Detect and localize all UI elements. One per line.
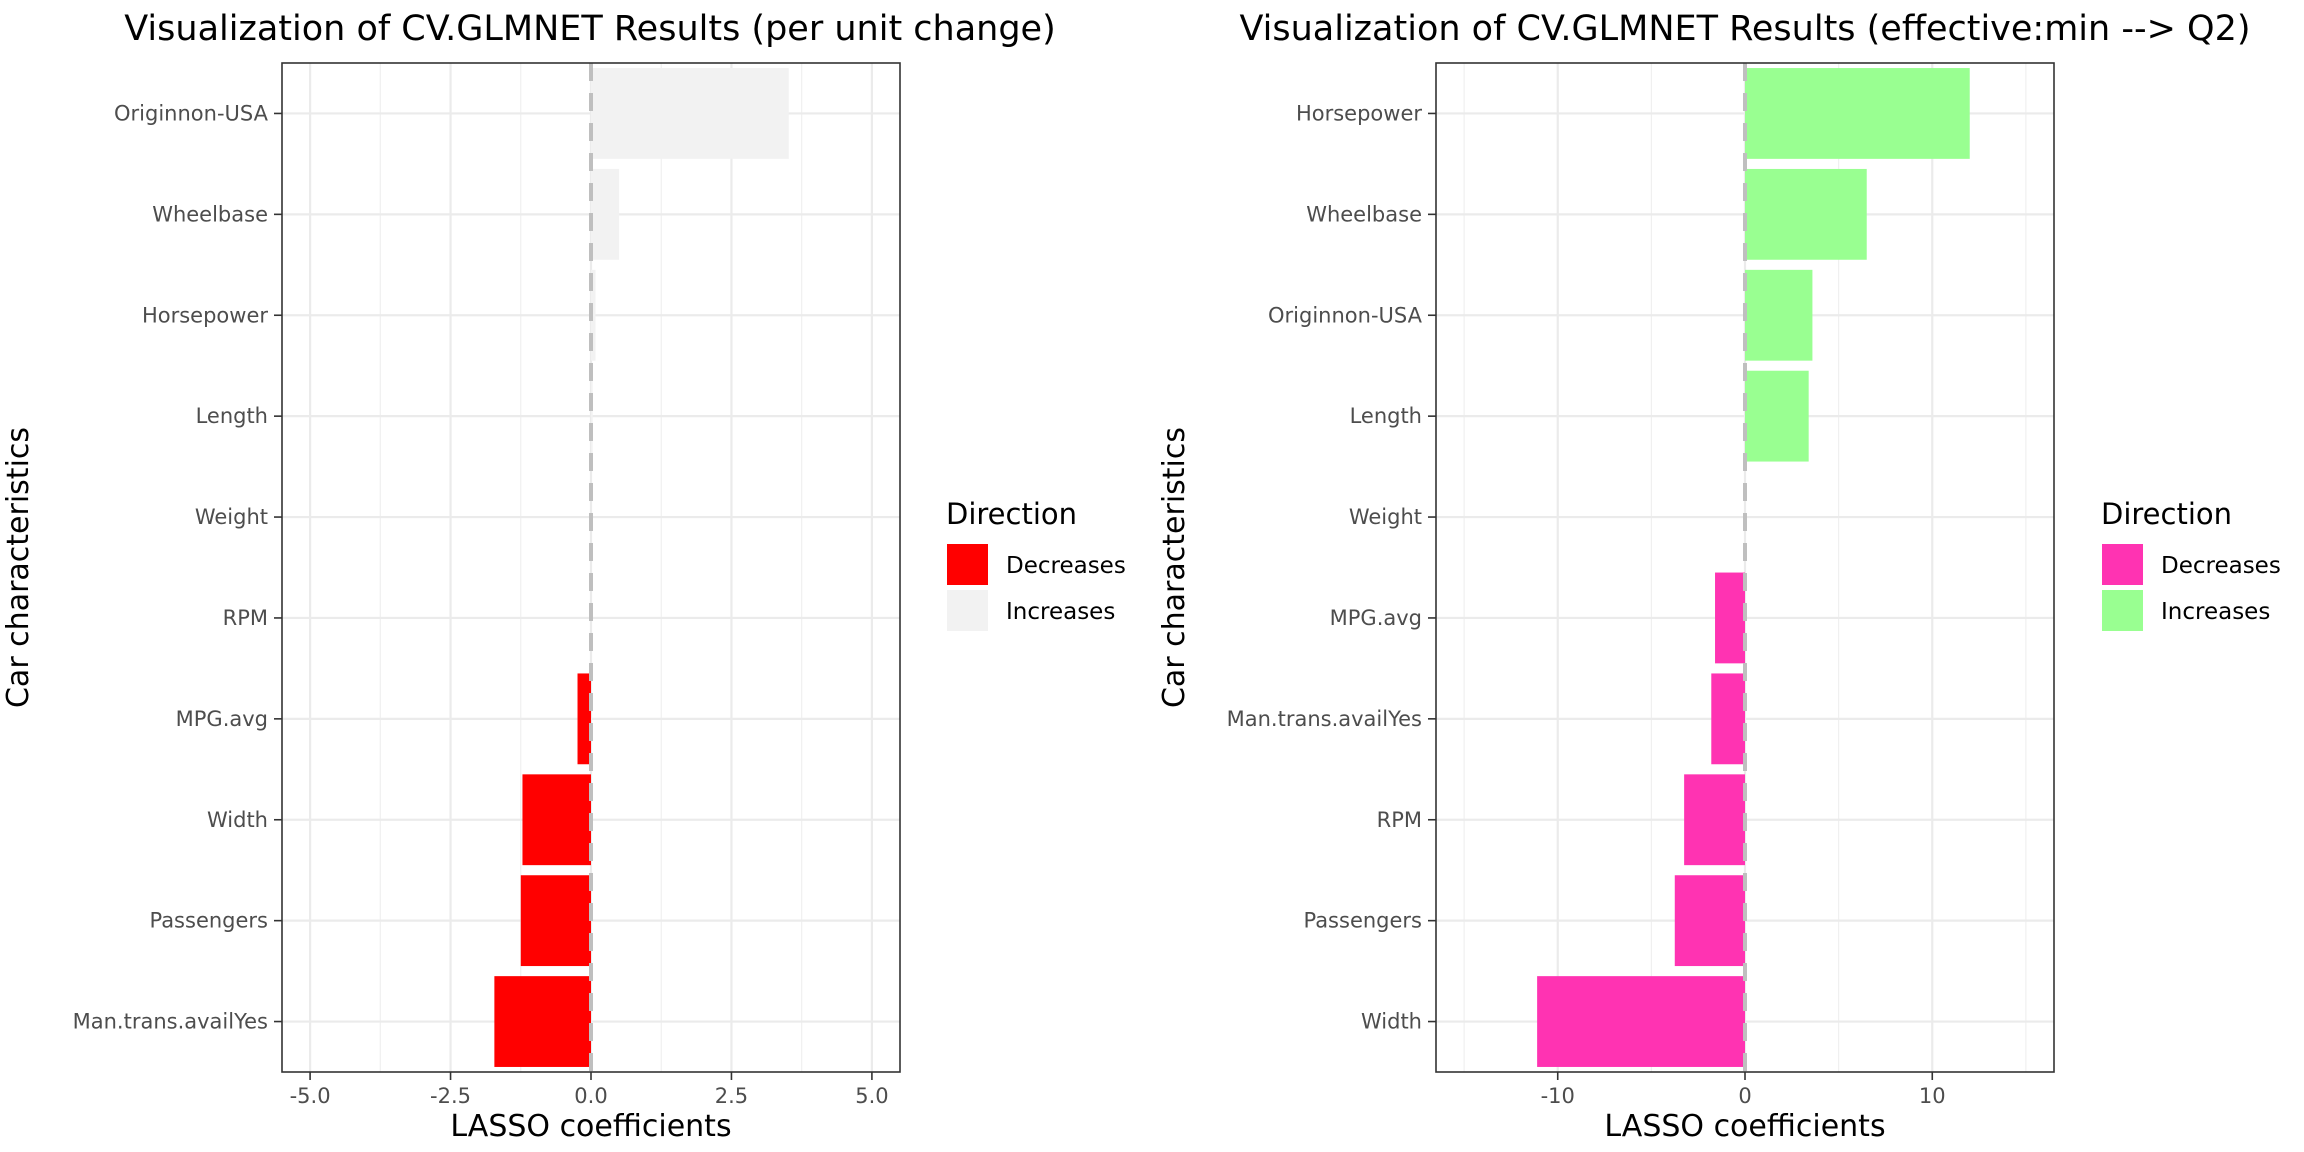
x-tick-label: 10 <box>1919 1084 1946 1108</box>
legend: Direction Decreases Increases <box>946 497 1126 631</box>
y-tick-label: Horsepower <box>1296 101 1422 125</box>
bar-Horsepower <box>1745 68 1970 159</box>
y-tick-label: MPG.avg <box>1330 606 1422 630</box>
y-tick-label: Length <box>1350 404 1422 428</box>
legend-label-increases: Increases <box>2161 599 2270 625</box>
x-tick-label: 0.0 <box>574 1084 607 1108</box>
bar-Passengers <box>520 875 591 967</box>
y-tick-label: Horsepower <box>142 303 268 327</box>
x-tick-label: -5.0 <box>290 1084 331 1108</box>
y-tick-label: Man.trans.availYes <box>1227 707 1422 731</box>
legend-key-decreases <box>947 544 988 585</box>
legend-key-increases <box>2102 590 2143 631</box>
bar-Originnon-USA <box>1745 269 1813 361</box>
chart-title: Visualization of CV.GLMNET Results (effe… <box>1239 9 2250 49</box>
y-tick-label: Man.trans.availYes <box>73 1010 268 1034</box>
x-tick-label: 2.5 <box>715 1084 748 1108</box>
legend-key-increases <box>947 590 988 631</box>
bar-Length <box>1745 370 1809 462</box>
chart-title: Visualization of CV.GLMNET Results (per … <box>124 9 1056 49</box>
bar-Wheelbase <box>591 168 620 260</box>
y-tick-label: Width <box>207 808 268 832</box>
y-tick-label: Length <box>196 404 268 428</box>
y-tick-label: Passengers <box>149 909 268 933</box>
bar-Originnon-USA <box>591 68 789 159</box>
bar-Width <box>522 774 591 866</box>
bar-Horsepower <box>591 269 596 361</box>
legend-label-decreases: Decreases <box>2161 553 2281 579</box>
bar-Length <box>591 370 593 462</box>
bar-Man.trans.availYes <box>494 976 591 1067</box>
y-tick-label: Wheelbase <box>152 202 268 226</box>
bar-MPG.avg <box>577 673 591 765</box>
y-tick-label: Originnon-USA <box>114 101 269 125</box>
y-axis-label: Car characteristics <box>1157 427 1192 708</box>
y-tick-label: Passengers <box>1303 909 1422 933</box>
x-axis-label: LASSO coefficients <box>1604 1109 1885 1144</box>
bar-Wheelbase <box>1745 168 1867 260</box>
legend-title: Direction <box>2101 497 2232 531</box>
legend-key-decreases <box>2102 544 2143 585</box>
legend-label-increases: Increases <box>1006 599 1115 625</box>
y-tick-label: RPM <box>223 606 268 630</box>
y-tick-label: Weight <box>1349 505 1422 529</box>
y-axis-label: Car characteristics <box>1 427 36 708</box>
bar-Passengers <box>1674 875 1745 967</box>
x-tick-label: 0 <box>1738 1084 1751 1108</box>
legend: Direction Decreases Increases <box>2101 497 2281 631</box>
chart-panel-2: Width Passengers RPM Man.trans.availYes MPG.… <box>1157 9 2281 1144</box>
chart-panel-1: Man.trans.availYes Passengers Width MPG.avg… <box>1 9 1126 1144</box>
x-tick-label: -2.5 <box>430 1084 471 1108</box>
y-tick-label: MPG.avg <box>176 707 268 731</box>
y-tick-label: Wheelbase <box>1306 202 1422 226</box>
bar-MPG.avg <box>1715 572 1745 664</box>
x-tick-label: -10 <box>1541 1084 1575 1108</box>
legend-label-decreases: Decreases <box>1006 553 1126 579</box>
x-tick-label: 5.0 <box>855 1084 888 1108</box>
bar-RPM <box>1684 774 1745 866</box>
legend-title: Direction <box>946 497 1077 531</box>
y-tick-label: RPM <box>1377 808 1422 832</box>
bar-Width <box>1537 976 1745 1067</box>
y-tick-label: Weight <box>195 505 268 529</box>
y-tick-label: Width <box>1361 1010 1422 1034</box>
y-tick-label: Originnon-USA <box>1268 303 1423 327</box>
x-axis-label: LASSO coefficients <box>450 1109 731 1144</box>
bar-Man.trans.availYes <box>1711 673 1745 765</box>
